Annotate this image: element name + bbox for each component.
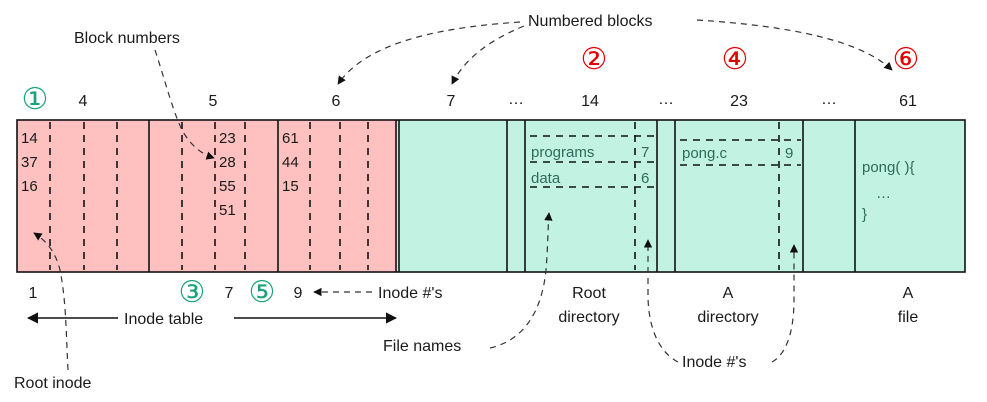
inode-number-7: 7 <box>225 285 234 302</box>
svg-text:}: } <box>862 206 867 223</box>
svg-text:37: 37 <box>21 154 38 171</box>
svg-text:…: … <box>658 91 674 108</box>
step-5-marker: ⑤ <box>249 275 276 310</box>
inode-table-region <box>17 120 396 272</box>
root-directory-label: Root <box>572 285 606 302</box>
svg-text:…: … <box>821 91 837 108</box>
svg-text:16: 16 <box>21 178 38 195</box>
inode-nums-label: Inode #'s <box>378 285 442 302</box>
svg-text:28: 28 <box>219 154 236 171</box>
a-file-block: pong( ){ … } <box>862 159 915 223</box>
svg-text:51: 51 <box>219 202 236 219</box>
step-1-marker: ① <box>22 82 49 117</box>
root-entry-inode: 6 <box>641 170 649 187</box>
inode-nums-bottom-label: Inode #'s <box>682 354 746 371</box>
svg-text:5: 5 <box>209 93 218 110</box>
svg-text:pong( ){: pong( ){ <box>862 159 915 176</box>
root-inode-label: Root inode <box>14 375 91 392</box>
a-directory-label: A <box>723 285 734 302</box>
step-3-marker: ③ <box>179 275 206 310</box>
svg-text:23: 23 <box>219 130 236 147</box>
a-file-label: file <box>898 309 919 326</box>
inode-table-label: Inode table <box>124 311 203 328</box>
svg-text:61: 61 <box>899 93 917 110</box>
svg-text:61: 61 <box>282 130 299 147</box>
svg-text:14: 14 <box>581 93 599 110</box>
svg-text:15: 15 <box>282 178 299 195</box>
inode-number-9: 9 <box>294 285 303 302</box>
file-names-label: File names <box>383 338 461 355</box>
numbered-blocks-label: Numbered blocks <box>528 13 653 30</box>
a-file-label: A <box>903 285 914 302</box>
a-directory-block: pong.c 9 <box>680 122 801 270</box>
annotation-arrows <box>33 19 893 371</box>
inode-number-1: 1 <box>29 285 38 302</box>
a-directory-label: directory <box>697 309 758 326</box>
a-dir-entry-name: pong.c <box>682 145 728 162</box>
inode-dividers <box>49 122 369 270</box>
inode-1-cells: 14 37 16 <box>21 130 38 195</box>
svg-text:…: … <box>876 185 891 202</box>
data-blocks-region <box>396 120 965 272</box>
inode-7-cells: 23 28 55 51 <box>219 130 236 219</box>
svg-text:55: 55 <box>219 178 236 195</box>
step-2-marker: ② <box>581 42 608 77</box>
svg-text:7: 7 <box>447 93 456 110</box>
disk-outline <box>16 119 966 273</box>
a-dir-entry-inode: 9 <box>785 145 793 162</box>
step-6-marker: ⑥ <box>893 42 920 77</box>
svg-text:23: 23 <box>730 93 748 110</box>
root-directory-label: directory <box>558 309 619 326</box>
block-numbers-label: Block numbers <box>74 30 180 47</box>
root-entry-name: programs <box>531 144 594 161</box>
svg-text:4: 4 <box>79 93 88 110</box>
step-4-marker: ④ <box>722 42 749 77</box>
svg-text:44: 44 <box>282 154 299 171</box>
svg-text:14: 14 <box>21 130 38 147</box>
root-entry-inode: 7 <box>641 144 649 161</box>
root-entry-name: data <box>531 170 561 187</box>
svg-text:6: 6 <box>332 93 341 110</box>
top-block-numbers: 4 5 6 7 … 14 … 23 … 61 <box>79 91 917 110</box>
inode-9-cells: 61 44 15 <box>282 130 299 195</box>
root-directory-block: programs 7 data 6 <box>530 122 655 270</box>
svg-text:…: … <box>508 91 524 108</box>
